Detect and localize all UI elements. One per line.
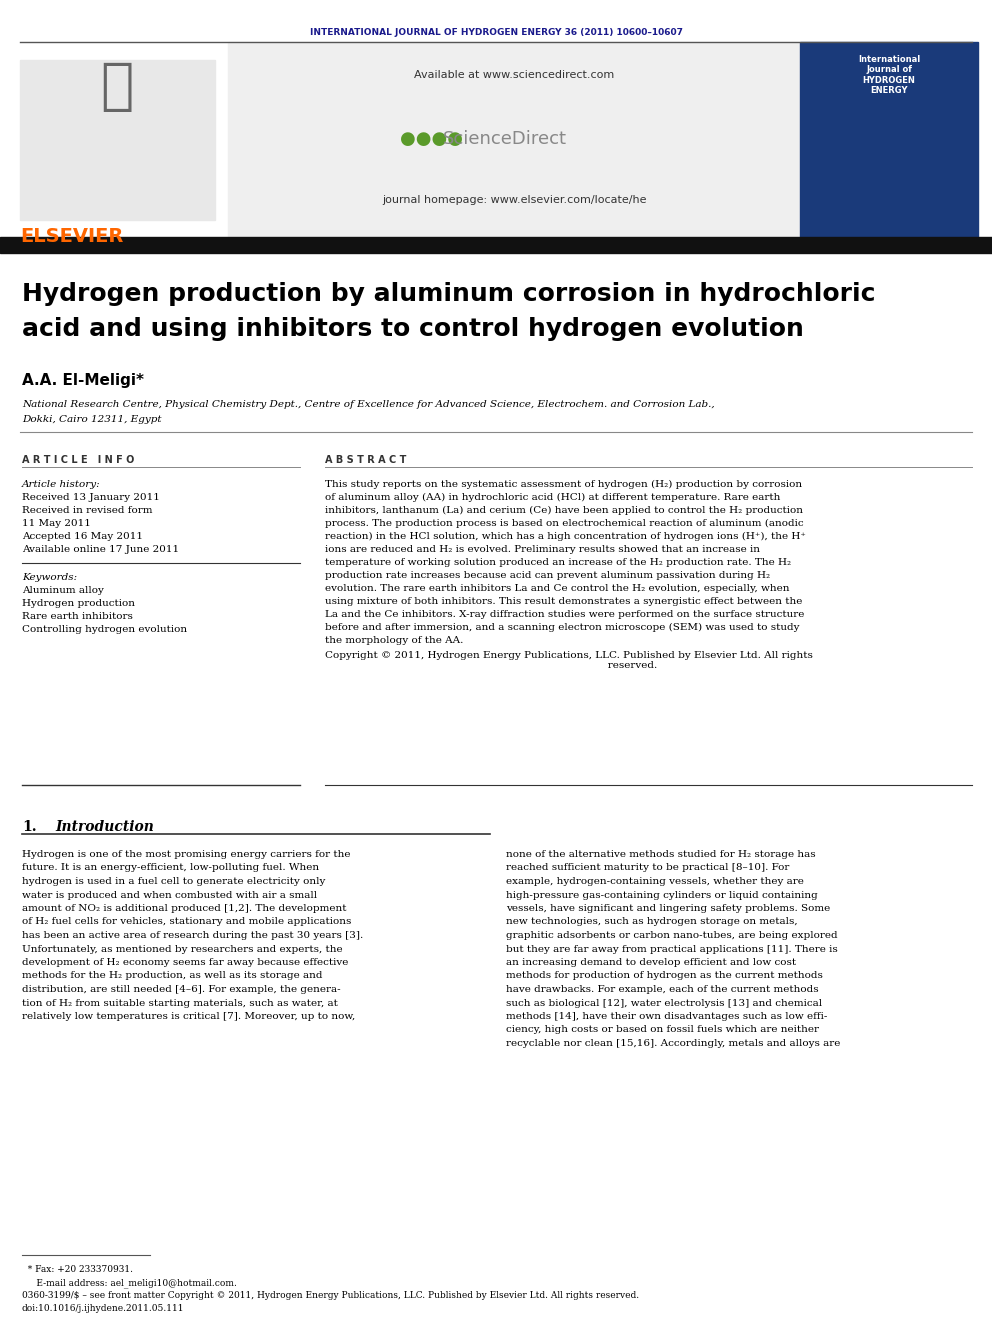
Text: production rate increases because acid can prevent aluminum passivation during H: production rate increases because acid c… <box>325 572 770 579</box>
Text: Unfortunately, as mentioned by researchers and experts, the: Unfortunately, as mentioned by researche… <box>22 945 342 954</box>
Text: ions are reduced and H₂ is evolved. Preliminary results showed that an increase : ions are reduced and H₂ is evolved. Prel… <box>325 545 760 554</box>
Text: high-pressure gas-containing cylinders or liquid containing: high-pressure gas-containing cylinders o… <box>506 890 817 900</box>
Text: vessels, have significant and lingering safety problems. Some: vessels, have significant and lingering … <box>506 904 830 913</box>
Text: future. It is an energy-efficient, low-polluting fuel. When: future. It is an energy-efficient, low-p… <box>22 864 319 872</box>
Text: Keywords:: Keywords: <box>22 573 77 582</box>
Text: La and the Ce inhibitors. X-ray diffraction studies were performed on the surfac: La and the Ce inhibitors. X-ray diffract… <box>325 610 805 619</box>
Text: Dokki, Cairo 12311, Egypt: Dokki, Cairo 12311, Egypt <box>22 415 162 423</box>
Text: graphitic adsorbents or carbon nano-tubes, are being explored: graphitic adsorbents or carbon nano-tube… <box>506 931 837 941</box>
Text: Aluminum alloy: Aluminum alloy <box>22 586 104 595</box>
Text: 🌳: 🌳 <box>100 60 134 114</box>
Text: ELSEVIER: ELSEVIER <box>20 228 123 246</box>
Text: hydrogen is used in a fuel cell to generate electricity only: hydrogen is used in a fuel cell to gener… <box>22 877 325 886</box>
Text: ●●●●: ●●●● <box>400 130 469 148</box>
Text: Accepted 16 May 2011: Accepted 16 May 2011 <box>22 532 143 541</box>
Text: ciency, high costs or based on fossil fuels which are neither: ciency, high costs or based on fossil fu… <box>506 1025 819 1035</box>
Text: 0360-3199/$ – see front matter Copyright © 2011, Hydrogen Energy Publications, L: 0360-3199/$ – see front matter Copyright… <box>22 1291 639 1301</box>
Text: the morphology of the AA.: the morphology of the AA. <box>325 636 463 646</box>
Bar <box>20 60 215 220</box>
Text: none of the alternative methods studied for H₂ storage has: none of the alternative methods studied … <box>506 849 815 859</box>
Text: temperature of working solution produced an increase of the H₂ production rate. : temperature of working solution produced… <box>325 558 792 568</box>
Text: Rare earth inhibitors: Rare earth inhibitors <box>22 613 133 620</box>
Text: development of H₂ economy seems far away because effective: development of H₂ economy seems far away… <box>22 958 348 967</box>
Text: E-mail address: ael_meligi10@hotmail.com.: E-mail address: ael_meligi10@hotmail.com… <box>22 1278 237 1287</box>
Text: Article history:: Article history: <box>22 480 100 490</box>
Text: A R T I C L E   I N F O: A R T I C L E I N F O <box>22 455 134 464</box>
Text: acid and using inhibitors to control hydrogen evolution: acid and using inhibitors to control hyd… <box>22 318 804 341</box>
Text: tion of H₂ from suitable starting materials, such as water, at: tion of H₂ from suitable starting materi… <box>22 999 338 1008</box>
Text: new technologies, such as hydrogen storage on metals,: new technologies, such as hydrogen stora… <box>506 917 798 926</box>
Text: Available online 17 June 2011: Available online 17 June 2011 <box>22 545 180 554</box>
Text: 1.: 1. <box>22 820 37 833</box>
Text: doi:10.1016/j.ijhydene.2011.05.111: doi:10.1016/j.ijhydene.2011.05.111 <box>22 1304 185 1312</box>
Text: of aluminum alloy (AA) in hydrochloric acid (HCl) at different temperature. Rare: of aluminum alloy (AA) in hydrochloric a… <box>325 493 781 503</box>
Text: reached sufficient maturity to be practical [8–10]. For: reached sufficient maturity to be practi… <box>506 864 790 872</box>
Text: Hydrogen production: Hydrogen production <box>22 599 135 609</box>
Text: distribution, are still needed [4–6]. For example, the genera-: distribution, are still needed [4–6]. Fo… <box>22 986 340 994</box>
Text: have drawbacks. For example, each of the current methods: have drawbacks. For example, each of the… <box>506 986 818 994</box>
Text: relatively low temperatures is critical [7]. Moreover, up to now,: relatively low temperatures is critical … <box>22 1012 355 1021</box>
Text: evolution. The rare earth inhibitors La and Ce control the H₂ evolution, especia: evolution. The rare earth inhibitors La … <box>325 583 790 593</box>
Bar <box>228 42 800 239</box>
Text: Received 13 January 2011: Received 13 January 2011 <box>22 493 160 501</box>
Text: but they are far away from practical applications [11]. There is: but they are far away from practical app… <box>506 945 838 954</box>
Text: such as biological [12], water electrolysis [13] and chemical: such as biological [12], water electroly… <box>506 999 822 1008</box>
Text: using mixture of both inhibitors. This result demonstrates a synergistic effect : using mixture of both inhibitors. This r… <box>325 597 803 606</box>
Text: has been an active area of research during the past 30 years [3].: has been an active area of research duri… <box>22 931 363 941</box>
Text: process. The production process is based on electrochemical reaction of aluminum: process. The production process is based… <box>325 519 804 528</box>
Text: A.A. El-Meligi*: A.A. El-Meligi* <box>22 373 144 388</box>
Text: International
Journal of
HYDROGEN
ENERGY: International Journal of HYDROGEN ENERGY <box>858 56 921 95</box>
Bar <box>800 42 978 239</box>
Text: amount of NO₂ is additional produced [1,2]. The development: amount of NO₂ is additional produced [1,… <box>22 904 346 913</box>
Text: an increasing demand to develop efficient and low cost: an increasing demand to develop efficien… <box>506 958 797 967</box>
Text: * Fax: +20 233370931.: * Fax: +20 233370931. <box>22 1265 133 1274</box>
Text: Copyright © 2011, Hydrogen Energy Publications, LLC. Published by Elsevier Ltd. : Copyright © 2011, Hydrogen Energy Public… <box>325 651 812 671</box>
Text: reaction) in the HCl solution, which has a high concentration of hydrogen ions (: reaction) in the HCl solution, which has… <box>325 532 806 541</box>
Text: 11 May 2011: 11 May 2011 <box>22 519 91 528</box>
Text: methods [14], have their own disadvantages such as low effi-: methods [14], have their own disadvantag… <box>506 1012 827 1021</box>
Text: Received in revised form: Received in revised form <box>22 505 153 515</box>
Text: Hydrogen is one of the most promising energy carriers for the: Hydrogen is one of the most promising en… <box>22 849 350 859</box>
Text: methods for production of hydrogen as the current methods: methods for production of hydrogen as th… <box>506 971 823 980</box>
Text: Controlling hydrogen evolution: Controlling hydrogen evolution <box>22 624 187 634</box>
Text: Available at www.sciencedirect.com: Available at www.sciencedirect.com <box>414 70 614 79</box>
Text: INTERNATIONAL JOURNAL OF HYDROGEN ENERGY 36 (2011) 10600–10607: INTERNATIONAL JOURNAL OF HYDROGEN ENERGY… <box>310 28 682 37</box>
Text: ScienceDirect: ScienceDirect <box>443 130 567 148</box>
Text: water is produced and when combusted with air a small: water is produced and when combusted wit… <box>22 890 317 900</box>
Text: This study reports on the systematic assessment of hydrogen (H₂) production by c: This study reports on the systematic ass… <box>325 480 803 490</box>
Text: recyclable nor clean [15,16]. Accordingly, metals and alloys are: recyclable nor clean [15,16]. Accordingl… <box>506 1039 840 1048</box>
Text: journal homepage: www.elsevier.com/locate/he: journal homepage: www.elsevier.com/locat… <box>382 194 646 205</box>
Text: methods for the H₂ production, as well as its storage and: methods for the H₂ production, as well a… <box>22 971 322 980</box>
Text: inhibitors, lanthanum (La) and cerium (Ce) have been applied to control the H₂ p: inhibitors, lanthanum (La) and cerium (C… <box>325 505 803 515</box>
Text: Hydrogen production by aluminum corrosion in hydrochloric: Hydrogen production by aluminum corrosio… <box>22 282 876 306</box>
Text: before and after immersion, and a scanning electron microscope (SEM) was used to: before and after immersion, and a scanni… <box>325 623 800 632</box>
Text: of H₂ fuel cells for vehicles, stationary and mobile applications: of H₂ fuel cells for vehicles, stationar… <box>22 917 351 926</box>
Text: A B S T R A C T: A B S T R A C T <box>325 455 407 464</box>
Text: example, hydrogen-containing vessels, whether they are: example, hydrogen-containing vessels, wh… <box>506 877 804 886</box>
Text: Introduction: Introduction <box>55 820 154 833</box>
Text: National Research Centre, Physical Chemistry Dept., Centre of Excellence for Adv: National Research Centre, Physical Chemi… <box>22 400 714 409</box>
Bar <box>0 237 992 253</box>
